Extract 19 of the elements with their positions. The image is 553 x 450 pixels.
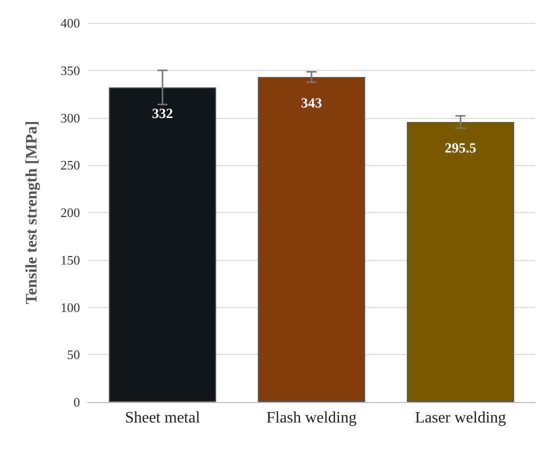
y-axis-title: Tensile test strength [MPa] [24, 120, 40, 304]
y-tick-label: 50 [67, 347, 80, 362]
bar [108, 87, 216, 402]
y-tick-label: 400 [60, 16, 80, 30]
y-tick-label: 300 [60, 110, 80, 126]
data-label: 343 [301, 96, 322, 112]
data-label: 332 [152, 106, 173, 122]
y-tick-label: 0 [74, 394, 80, 410]
y-tick-label: 350 [60, 62, 80, 78]
y-tick-label: 100 [60, 300, 80, 315]
data-label: 295.5 [444, 142, 476, 157]
x-tick-label: Sheet metal [124, 410, 201, 426]
bar [258, 77, 366, 402]
bar [406, 122, 514, 402]
y-tick-label: 250 [60, 158, 80, 173]
x-tick-label: Laser welding [414, 410, 506, 426]
x-tick-label: Flash welding [266, 410, 357, 426]
y-tick-label: 200 [60, 205, 80, 220]
y-tick-label: 150 [60, 252, 80, 268]
